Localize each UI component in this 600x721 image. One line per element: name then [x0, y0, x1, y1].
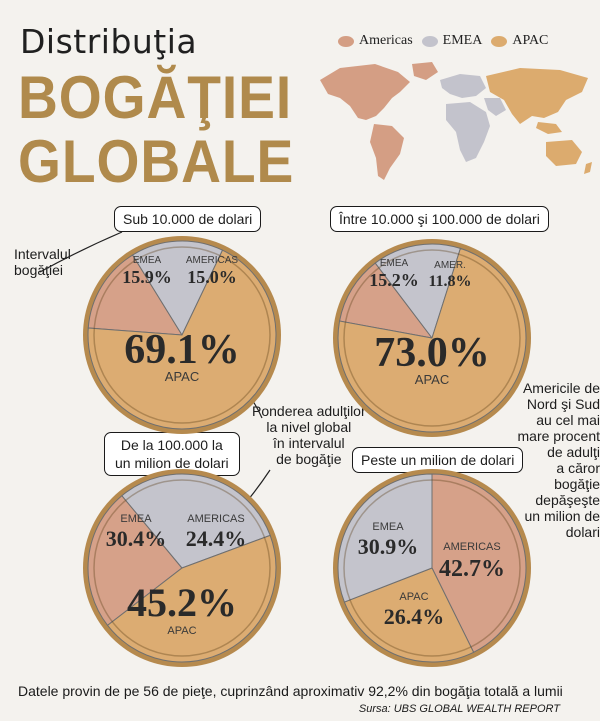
data-label-value: 15.9%	[122, 267, 172, 287]
data-label-value: 30.4%	[106, 526, 167, 551]
slice-apac	[106, 534, 277, 663]
footer-note: Datele provin de pe 56 de pieţe, cuprinz…	[18, 683, 563, 699]
slice-emea	[121, 473, 271, 569]
pointer-range	[39, 231, 123, 273]
legend-swatch-emea	[421, 35, 438, 47]
data-label-name: APAC	[399, 591, 428, 603]
data-label-name: AMERICAS	[187, 513, 244, 525]
coin-inner-ring	[343, 479, 521, 657]
map-asia	[486, 68, 588, 124]
map-new-zealand	[584, 162, 592, 174]
slice-americas	[87, 254, 183, 336]
coin-title-box-2: Între 10.000 şi 100.000 de dolari	[330, 206, 549, 232]
title-line3: GLOBALE	[18, 128, 295, 195]
slice-apac	[87, 249, 277, 430]
slice-apac	[337, 247, 527, 433]
data-label-name: EMEA	[120, 513, 152, 525]
map-australia	[546, 140, 582, 166]
legend-item-emea: EMEA	[421, 33, 483, 49]
data-label-name: AMER.	[434, 260, 466, 271]
slice-amer	[338, 262, 434, 339]
data-label-value: 26.4%	[384, 604, 445, 629]
legend-item-americas: Americas	[338, 33, 413, 49]
legend: Americas EMEA APAC	[338, 33, 548, 49]
legend-swatch-apac	[491, 35, 508, 47]
title-line1: Distribuţia	[20, 22, 198, 61]
americas-note: Americile de Nord şi Sud au cel mai mare…	[517, 380, 600, 540]
data-label-name: EMEA	[133, 255, 162, 266]
slice-americas	[87, 495, 183, 627]
data-label-value: 15.0%	[187, 267, 237, 287]
data-label-value: 69.1%	[124, 327, 240, 373]
coin-inner-ring	[343, 249, 521, 427]
data-label-name: APAC	[415, 372, 449, 387]
data-label-name: EMEA	[380, 258, 409, 269]
data-label-value: 42.7%	[439, 556, 505, 582]
coin-inner-ring	[93, 246, 271, 424]
data-label-name: EMEA	[372, 521, 404, 533]
legend-label-emea: EMEA	[442, 33, 483, 48]
data-label-value: 73.0%	[374, 330, 490, 376]
data-label-name: AMERICAS	[443, 541, 500, 553]
map-south-america	[370, 124, 404, 180]
map-middle-east	[484, 98, 506, 116]
slice-apac	[343, 567, 475, 663]
source-note: Sursa: UBS GLOBAL WEALTH REPORT	[358, 703, 560, 715]
coin-title-box-1: Sub 10.000 de dolari	[114, 206, 262, 232]
data-label-value: 11.8%	[428, 273, 471, 290]
map-greenland	[412, 62, 438, 80]
slice-americas	[431, 473, 527, 653]
data-label-name: APAC	[167, 625, 196, 637]
legend-label-apac: APAC	[512, 33, 549, 48]
legend-swatch-americas	[338, 35, 354, 47]
legend-item-apac: APAC	[491, 33, 548, 49]
slice-emea	[131, 240, 224, 337]
coin-inner-ring	[93, 479, 271, 657]
data-label-name: APAC	[165, 369, 199, 384]
legend-label-americas: Americas	[359, 33, 413, 48]
data-label-name: AMERICAS	[186, 255, 239, 266]
share-label: Ponderea adulţilor la nivel global în in…	[252, 403, 366, 467]
data-label-value: 30.9%	[358, 534, 419, 559]
map-north-america	[320, 64, 410, 120]
data-label-value: 15.2%	[369, 270, 419, 290]
data-label-value: 24.4%	[186, 526, 247, 551]
map-se-asia	[536, 122, 562, 134]
world-map-icon	[320, 62, 592, 180]
slice-emea	[337, 473, 433, 603]
map-europe	[440, 74, 486, 98]
map-africa	[446, 102, 490, 162]
data-label-value: 45.2%	[127, 580, 237, 625]
title-line2: BOGĂŢIEI	[18, 64, 293, 131]
